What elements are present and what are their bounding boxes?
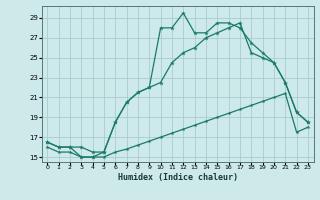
X-axis label: Humidex (Indice chaleur): Humidex (Indice chaleur) (118, 173, 237, 182)
